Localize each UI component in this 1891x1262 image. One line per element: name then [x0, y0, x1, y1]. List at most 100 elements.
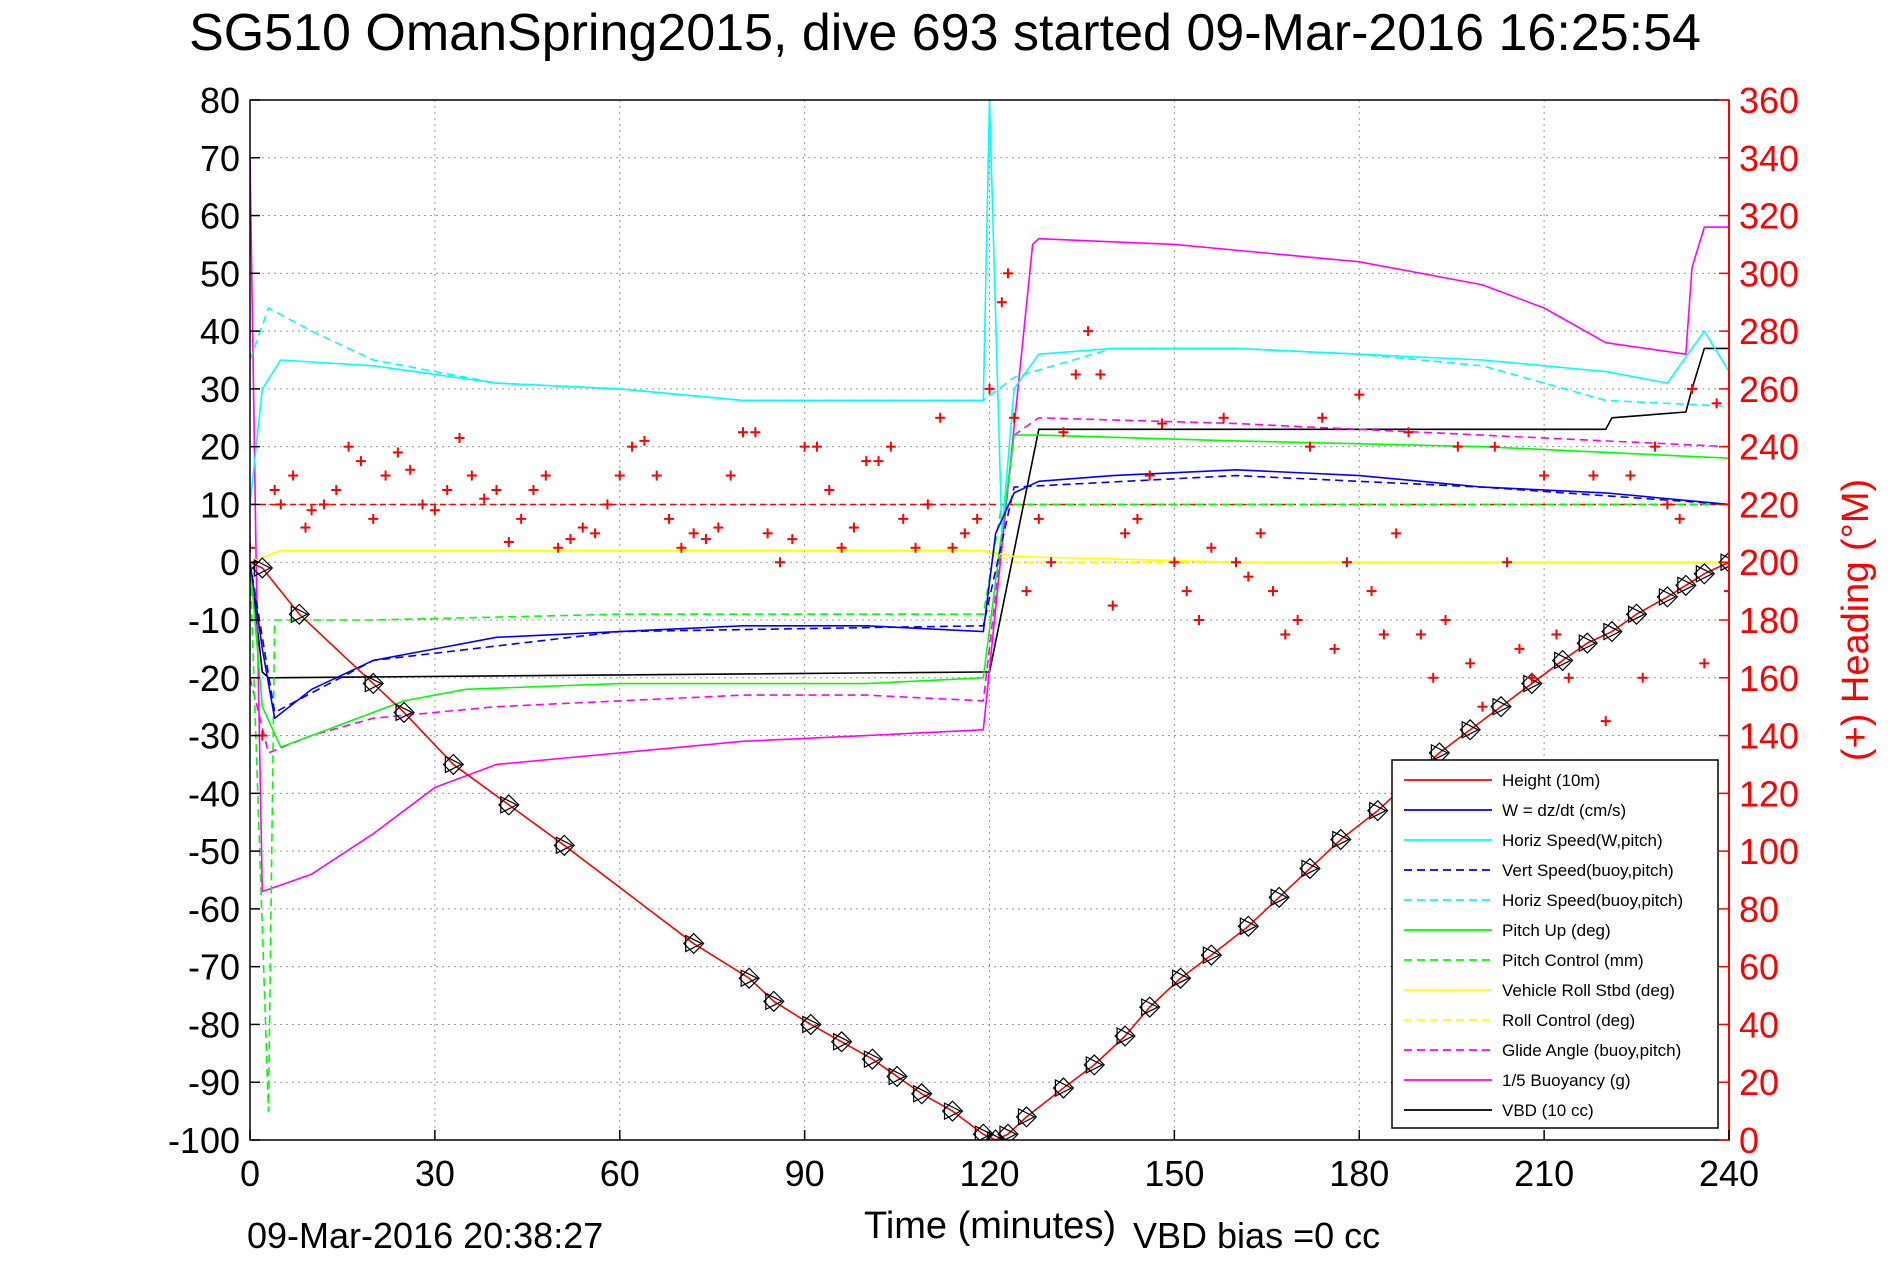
series-layer	[250, 100, 1729, 1140]
heading-tick-label: 340	[1739, 138, 1799, 179]
depth-marker-diamond	[442, 753, 465, 776]
heading-point	[454, 433, 465, 443]
depth-marker	[1114, 1025, 1136, 1047]
depth-marker	[498, 794, 520, 816]
height-10m-line	[250, 561, 1729, 1140]
depth-marker-triangle	[1369, 801, 1388, 820]
depth-marker-triangle	[974, 1125, 993, 1140]
depth-marker-diamond	[362, 672, 384, 695]
x-tick-label: 30	[415, 1153, 455, 1194]
depth-marker-diamond	[1052, 1077, 1075, 1099]
depth-marker-diamond	[682, 932, 705, 955]
heading-tick-label: 0	[1739, 1120, 1759, 1161]
depth-marker	[1200, 944, 1223, 966]
depth-marker-diamond	[1366, 799, 1389, 822]
x-tick-label: 240	[1699, 1153, 1759, 1194]
y-tick-label: 40	[200, 311, 240, 352]
depth-marker	[1675, 574, 1697, 597]
depth-marker-triangle	[444, 755, 463, 774]
heading-point	[799, 441, 810, 452]
heading-point	[331, 485, 342, 495]
legend-entry: Vehicle Roll Stbd (deg)	[1502, 981, 1675, 1000]
depth-marker-triangle	[832, 1032, 851, 1051]
depth-marker-diamond	[1656, 586, 1679, 608]
heading-point	[959, 528, 970, 539]
y-tick-label: -70	[188, 947, 240, 988]
depth-marker-diamond	[1551, 649, 1574, 672]
x-tick-label: 0	[240, 1153, 260, 1194]
heading-tick-label: 360	[1739, 80, 1799, 121]
depth-marker	[1601, 620, 1623, 643]
heading-point	[1169, 557, 1180, 568]
heading-point	[1009, 412, 1020, 423]
heading-point	[1021, 586, 1032, 597]
depth-marker	[1237, 915, 1260, 937]
heading-point	[1292, 615, 1303, 625]
heading-point	[972, 513, 983, 524]
depth-marker-triangle	[888, 1067, 907, 1086]
depth-marker-triangle	[740, 969, 759, 988]
axis-ticks: 0 30 60 90 120 150 180 210 24080706050403020100-…	[168, 80, 1799, 1194]
depth-marker-diamond	[1114, 1025, 1136, 1047]
depth-marker-diamond	[1268, 886, 1290, 909]
depth-marker-triangle	[1332, 830, 1351, 849]
depth-marker	[251, 557, 274, 579]
heading-point	[1132, 513, 1143, 524]
y-tick-label: -60	[188, 889, 240, 930]
heading-point	[664, 513, 675, 524]
x-tick-label: 90	[785, 1153, 825, 1194]
heading-point	[1267, 586, 1278, 597]
legend-box	[1391, 759, 1719, 1129]
depth-marker	[1083, 1054, 1106, 1076]
heading-point	[553, 542, 564, 553]
depth-marker	[288, 603, 311, 625]
heading-point	[1600, 716, 1611, 727]
heading-point	[1477, 701, 1488, 712]
depth-marker-diamond	[910, 1083, 933, 1105]
heading-point	[1699, 658, 1710, 669]
depth-marker	[1268, 886, 1290, 909]
depth-marker-triangle	[1578, 634, 1597, 653]
depth-marker-diamond	[941, 1100, 964, 1122]
depth-marker	[1656, 586, 1679, 608]
heading-point	[275, 499, 286, 510]
depth-marker	[1330, 828, 1352, 851]
heading-tick-label: 180	[1739, 600, 1799, 641]
depth-marker-diamond	[1718, 551, 1729, 573]
x-tick-label: 120	[959, 1153, 1019, 1194]
heading-point	[540, 470, 551, 481]
depth-marker-diamond	[738, 967, 760, 989]
heading-point	[1563, 672, 1574, 683]
w-dz-dt-cm-s-line	[250, 468, 1729, 720]
depth-marker-diamond	[288, 603, 311, 625]
depth-marker-diamond	[1675, 574, 1697, 597]
depth-marker-triangle	[1202, 946, 1221, 965]
y-tick-label: 70	[200, 138, 240, 179]
y-tick-label: 50	[200, 253, 240, 294]
heading-point	[1378, 629, 1389, 640]
heading-point	[848, 522, 859, 533]
depth-marker-diamond	[1169, 967, 1192, 989]
heading-point	[318, 499, 329, 510]
legend-entry: Glide Angle (buoy,pitch)	[1502, 1041, 1681, 1060]
y-tick-label: 10	[200, 484, 240, 525]
depth-marker-triangle	[290, 605, 309, 624]
heading-point	[1551, 629, 1562, 640]
heading-point	[1662, 499, 1673, 510]
legend-entry: VBD (10 cc)	[1502, 1101, 1594, 1120]
depth-marker	[1490, 695, 1512, 718]
depth-marker-triangle	[685, 934, 704, 953]
depth-marker-triangle	[913, 1084, 932, 1103]
footer-vbd-bias: VBD bias =0 cc	[1133, 1215, 1380, 1256]
depth-marker-diamond	[1428, 742, 1451, 764]
heading-tick-label: 320	[1739, 196, 1799, 237]
heading-point	[288, 470, 299, 481]
heading-point	[1452, 441, 1463, 452]
depth-marker	[1551, 649, 1574, 672]
y-tick-label: -90	[188, 1062, 240, 1103]
heading-point	[885, 441, 896, 452]
depth-marker-triangle	[1141, 998, 1160, 1017]
heading-point	[300, 522, 311, 533]
heading-point	[713, 522, 724, 533]
horiz-speed-w-pitch-line	[250, 100, 1729, 535]
